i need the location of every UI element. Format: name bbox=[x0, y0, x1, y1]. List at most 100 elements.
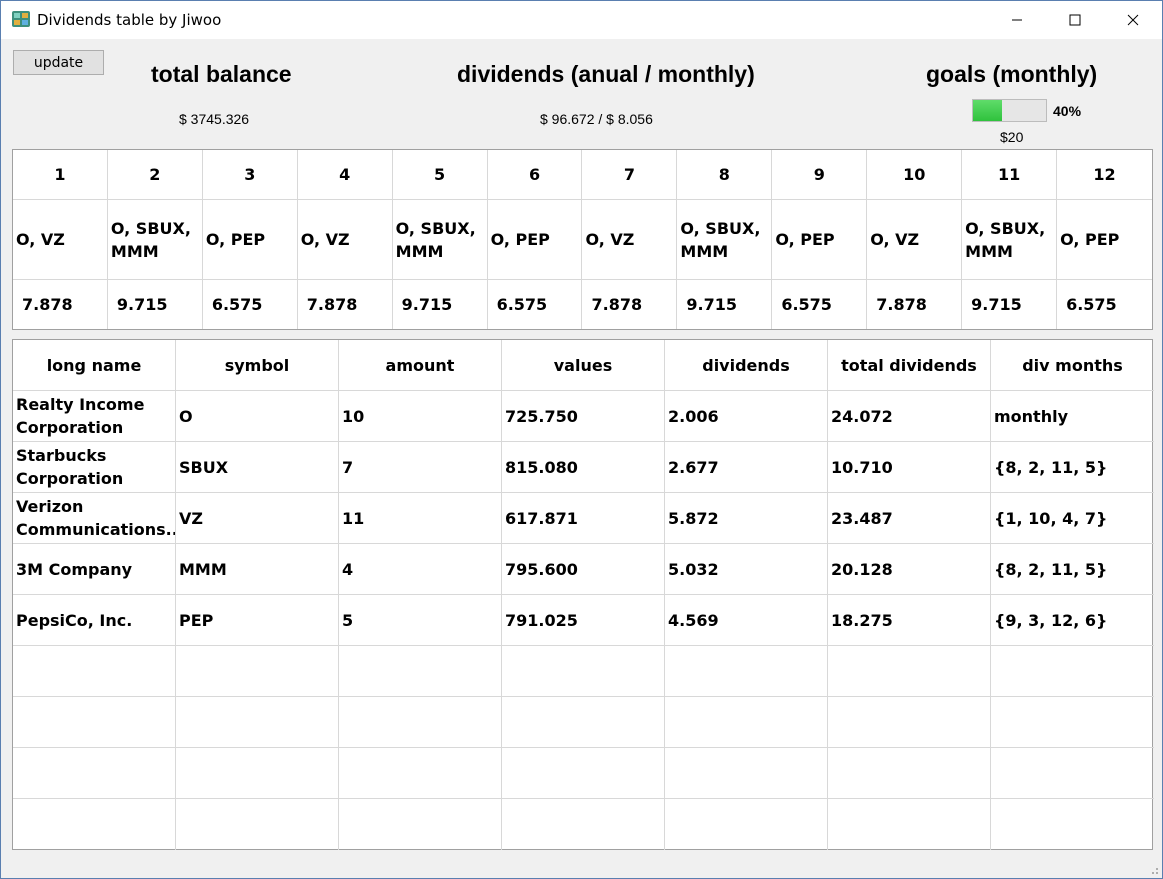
title-bar[interactable]: Dividends table by Jiwoo bbox=[1, 1, 1162, 39]
column-header[interactable]: values bbox=[502, 340, 665, 391]
maximize-button[interactable] bbox=[1046, 1, 1104, 39]
table-cell[interactable]: 795.600 bbox=[502, 544, 665, 595]
minimize-button[interactable] bbox=[988, 1, 1046, 39]
month-number[interactable]: 9 bbox=[772, 150, 868, 200]
month-number[interactable]: 6 bbox=[487, 150, 583, 200]
month-tickers[interactable]: O, PEP bbox=[772, 200, 868, 280]
column-header[interactable]: amount bbox=[339, 340, 502, 391]
update-button[interactable]: update bbox=[13, 50, 104, 75]
empty-table-cell[interactable] bbox=[991, 697, 1154, 748]
month-number[interactable]: 5 bbox=[392, 150, 488, 200]
month-dividend-value[interactable]: 6.575 bbox=[488, 280, 583, 329]
table-cell[interactable]: 3M Company bbox=[13, 544, 176, 595]
empty-table-cell[interactable] bbox=[828, 748, 991, 799]
table-cell[interactable]: PepsiCo, Inc. bbox=[13, 595, 176, 646]
table-cell[interactable]: 24.072 bbox=[828, 391, 991, 442]
empty-table-cell[interactable] bbox=[828, 646, 991, 697]
empty-table-cell[interactable] bbox=[502, 646, 665, 697]
empty-table-cell[interactable] bbox=[991, 748, 1154, 799]
empty-table-cell[interactable] bbox=[828, 799, 991, 850]
month-dividend-value[interactable]: 6.575 bbox=[203, 280, 298, 329]
month-tickers[interactable]: O, PEP bbox=[487, 200, 583, 280]
month-number[interactable]: 7 bbox=[582, 150, 678, 200]
table-cell[interactable]: 5.872 bbox=[665, 493, 828, 544]
column-header[interactable]: total dividends bbox=[828, 340, 991, 391]
empty-table-cell[interactable] bbox=[991, 646, 1154, 697]
table-cell[interactable]: PEP bbox=[176, 595, 339, 646]
table-cell[interactable]: {9, 3, 12, 6} bbox=[991, 595, 1154, 646]
month-tickers[interactable]: O, SBUX, MMM bbox=[962, 200, 1058, 280]
table-cell[interactable]: 2.677 bbox=[665, 442, 828, 493]
month-tickers[interactable]: O, SBUX, MMM bbox=[392, 200, 488, 280]
empty-table-cell[interactable] bbox=[13, 748, 176, 799]
table-cell[interactable]: 7 bbox=[339, 442, 502, 493]
month-tickers[interactable]: O, SBUX, MMM bbox=[107, 200, 203, 280]
table-cell[interactable]: VZ bbox=[176, 493, 339, 544]
column-header[interactable]: symbol bbox=[176, 340, 339, 391]
empty-table-cell[interactable] bbox=[339, 646, 502, 697]
empty-table-cell[interactable] bbox=[665, 697, 828, 748]
month-number[interactable]: 2 bbox=[107, 150, 203, 200]
empty-table-cell[interactable] bbox=[339, 697, 502, 748]
month-number[interactable]: 1 bbox=[13, 150, 108, 200]
month-dividend-value[interactable]: 9.715 bbox=[677, 280, 773, 329]
month-tickers[interactable]: O, VZ bbox=[297, 200, 393, 280]
column-header[interactable]: div months bbox=[991, 340, 1154, 391]
resize-grip-icon[interactable] bbox=[1149, 865, 1159, 875]
month-number[interactable]: 12 bbox=[1057, 150, 1152, 200]
table-cell[interactable]: 10 bbox=[339, 391, 502, 442]
empty-table-cell[interactable] bbox=[665, 748, 828, 799]
table-cell[interactable]: Realty Income Corporation bbox=[13, 391, 176, 442]
month-dividend-value[interactable]: 6.575 bbox=[772, 280, 868, 329]
month-number[interactable]: 4 bbox=[297, 150, 393, 200]
empty-table-cell[interactable] bbox=[339, 799, 502, 850]
table-cell[interactable]: MMM bbox=[176, 544, 339, 595]
month-tickers[interactable]: O, PEP bbox=[202, 200, 298, 280]
empty-table-cell[interactable] bbox=[502, 748, 665, 799]
table-cell[interactable]: 20.128 bbox=[828, 544, 991, 595]
table-cell[interactable]: 725.750 bbox=[502, 391, 665, 442]
month-tickers[interactable]: O, PEP bbox=[1057, 200, 1152, 280]
table-cell[interactable]: 10.710 bbox=[828, 442, 991, 493]
table-cell[interactable]: 617.871 bbox=[502, 493, 665, 544]
empty-table-cell[interactable] bbox=[176, 646, 339, 697]
empty-table-cell[interactable] bbox=[828, 697, 991, 748]
empty-table-cell[interactable] bbox=[502, 799, 665, 850]
table-cell[interactable]: 5.032 bbox=[665, 544, 828, 595]
empty-table-cell[interactable] bbox=[176, 799, 339, 850]
month-dividend-value[interactable]: 7.878 bbox=[13, 280, 108, 329]
empty-table-cell[interactable] bbox=[991, 799, 1154, 850]
empty-table-cell[interactable] bbox=[339, 748, 502, 799]
empty-table-cell[interactable] bbox=[13, 646, 176, 697]
table-cell[interactable]: Verizon Communications... bbox=[13, 493, 176, 544]
month-dividend-value[interactable]: 9.715 bbox=[962, 280, 1058, 329]
table-cell[interactable]: 2.006 bbox=[665, 391, 828, 442]
month-tickers[interactable]: O, VZ bbox=[867, 200, 963, 280]
close-button[interactable] bbox=[1104, 1, 1162, 39]
table-cell[interactable]: monthly bbox=[991, 391, 1154, 442]
empty-table-cell[interactable] bbox=[13, 697, 176, 748]
empty-table-cell[interactable] bbox=[502, 697, 665, 748]
month-number[interactable]: 3 bbox=[202, 150, 298, 200]
table-cell[interactable]: 18.275 bbox=[828, 595, 991, 646]
column-header[interactable]: dividends bbox=[665, 340, 828, 391]
month-number[interactable]: 11 bbox=[962, 150, 1058, 200]
table-cell[interactable]: 4 bbox=[339, 544, 502, 595]
table-cell[interactable]: {8, 2, 11, 5} bbox=[991, 544, 1154, 595]
month-number[interactable]: 8 bbox=[677, 150, 773, 200]
table-cell[interactable]: 11 bbox=[339, 493, 502, 544]
month-tickers[interactable]: O, VZ bbox=[582, 200, 678, 280]
table-cell[interactable]: 23.487 bbox=[828, 493, 991, 544]
month-dividend-value[interactable]: 9.715 bbox=[393, 280, 488, 329]
empty-table-cell[interactable] bbox=[176, 748, 339, 799]
table-cell[interactable]: {8, 2, 11, 5} bbox=[991, 442, 1154, 493]
month-dividend-value[interactable]: 9.715 bbox=[108, 280, 203, 329]
month-tickers[interactable]: O, VZ bbox=[13, 200, 108, 280]
empty-table-cell[interactable] bbox=[665, 646, 828, 697]
table-cell[interactable]: Starbucks Corporation bbox=[13, 442, 176, 493]
empty-table-cell[interactable] bbox=[176, 697, 339, 748]
column-header[interactable]: long name bbox=[13, 340, 176, 391]
table-cell[interactable]: O bbox=[176, 391, 339, 442]
month-number[interactable]: 10 bbox=[867, 150, 963, 200]
month-dividend-value[interactable]: 6.575 bbox=[1066, 295, 1117, 314]
